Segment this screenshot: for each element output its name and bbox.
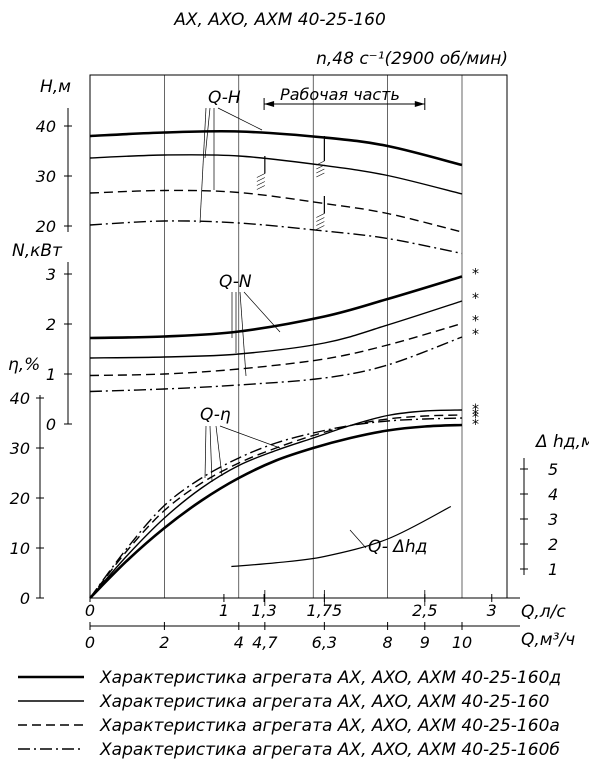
curve-label-head: Q-H bbox=[208, 88, 241, 108]
axis-title-q-ls: Q,л/с bbox=[521, 602, 566, 622]
x-tick-label-q-ls: 3 bbox=[487, 601, 497, 620]
legend-label: Характеристика агрегата AX, AXO, AXM 40-… bbox=[99, 692, 549, 712]
head-curve-3 bbox=[89, 220, 463, 255]
working-range-hatch bbox=[256, 177, 265, 182]
axis-title-npsh: Δ hд,м bbox=[534, 432, 589, 452]
working-range-hatch bbox=[316, 213, 325, 218]
power-curve-2 bbox=[89, 322, 463, 377]
axis-title-head: H,м bbox=[40, 77, 71, 97]
working-range-hatch bbox=[316, 221, 325, 226]
power-curve-mark: * bbox=[472, 267, 479, 283]
chart-title: AX, AXO, AXM 40-25-160 bbox=[173, 10, 386, 30]
curve-label-leader bbox=[217, 107, 263, 131]
y-tick-label-head: 30 bbox=[36, 167, 56, 186]
working-range-label: Рабочая часть bbox=[280, 85, 400, 104]
curve-label-power: Q-N bbox=[219, 272, 252, 292]
working-range: Рабочая часть bbox=[256, 85, 426, 230]
efficiency-curve-1 bbox=[89, 409, 463, 599]
power-curve-0 bbox=[89, 275, 463, 340]
x-tick-label-q-m3h: 4,7 bbox=[252, 633, 278, 652]
efficiency-curve-mark: * bbox=[472, 410, 479, 426]
x-tick-label-q-ls: 1 bbox=[219, 601, 229, 620]
efficiency-curve-mark: * bbox=[472, 407, 479, 423]
working-range-hatch bbox=[316, 160, 325, 166]
curve-label-leader bbox=[215, 425, 223, 477]
head-curve-1 bbox=[89, 154, 463, 195]
efficiency-curve-mark: * bbox=[472, 417, 479, 433]
power-curve-3 bbox=[89, 336, 463, 393]
legend-label: Характеристика агрегата AX, AXO, AXM 40-… bbox=[99, 716, 560, 736]
x-tick-label-q-m3h: 4 bbox=[234, 633, 244, 652]
chart-curves: ******** bbox=[89, 107, 479, 599]
working-range-hatch bbox=[256, 173, 265, 178]
y-tick-label-efficiency: 10 bbox=[10, 539, 30, 558]
working-range-hatch bbox=[316, 172, 325, 178]
y-tick-label-efficiency: 30 bbox=[10, 439, 30, 458]
power-curve-mark: * bbox=[472, 314, 479, 330]
curve-label-leader bbox=[349, 529, 367, 549]
x-tick-label-q-m3h: 8 bbox=[383, 633, 393, 652]
power-curve-mark: * bbox=[472, 291, 479, 307]
working-range-arrow-right bbox=[414, 101, 425, 107]
legend-label: Характеристика агрегата AX, AXO, AXM 40-… bbox=[99, 668, 561, 688]
curve-label-leader bbox=[209, 425, 213, 483]
working-range-hatch bbox=[316, 164, 325, 170]
curve-label-leader bbox=[243, 291, 281, 333]
working-range-hatch bbox=[316, 225, 325, 230]
axis-title-efficiency: η,% bbox=[8, 355, 40, 375]
axis-title-q-m3h: Q,м³/ч bbox=[521, 630, 575, 650]
working-range-hatch bbox=[316, 168, 325, 174]
x-tick-label-q-ls: 1,3 bbox=[251, 601, 276, 620]
efficiency-curve-3 bbox=[89, 417, 463, 599]
working-range-hatch bbox=[256, 185, 265, 190]
x-tick-label-q-m3h: 2 bbox=[159, 633, 169, 652]
head-curve-0 bbox=[89, 129, 463, 167]
y-tick-label-efficiency: 40 bbox=[10, 389, 30, 408]
curve-label-leader bbox=[219, 425, 281, 449]
y-tick-label-head: 40 bbox=[36, 117, 56, 136]
y-tick-label-efficiency: 0 bbox=[20, 589, 30, 608]
x-tick-label-q-m3h: 0 bbox=[85, 633, 95, 652]
y-tick-label-power: 2 bbox=[46, 315, 56, 334]
x-tick-label-q-ls: 0 bbox=[85, 601, 95, 620]
y-tick-label-npsh: 4 bbox=[548, 485, 558, 504]
y-tick-label-npsh: 2 bbox=[548, 535, 558, 554]
curve-label-leader bbox=[204, 425, 207, 479]
curve-label-leader bbox=[239, 291, 247, 377]
working-range-arrow-left bbox=[264, 101, 275, 107]
npsh-curve bbox=[231, 505, 452, 568]
efficiency-curve-mark: * bbox=[472, 402, 479, 418]
x-tick-label-q-m3h: 10 bbox=[452, 633, 472, 652]
efficiency-curve-0 bbox=[89, 423, 463, 599]
x-tick-label-q-m3h: 6,3 bbox=[312, 633, 337, 652]
y-tick-label-efficiency: 20 bbox=[10, 489, 30, 508]
y-tick-label-head: 20 bbox=[36, 217, 56, 236]
chart-legend: Характеристика агрегата AX, AXO, AXM 40-… bbox=[18, 668, 561, 760]
x-tick-label-q-ls: 1,75 bbox=[307, 601, 343, 620]
power-curve-mark: * bbox=[472, 327, 479, 343]
curve-label-leader bbox=[204, 107, 211, 159]
y-tick-label-npsh: 3 bbox=[548, 510, 558, 529]
y-tick-label-power: 1 bbox=[46, 365, 56, 384]
y-tick-label-power: 3 bbox=[46, 265, 56, 284]
curve-label-efficiency: Q-η bbox=[200, 405, 231, 425]
working-range-hatch bbox=[256, 181, 265, 186]
efficiency-curve-2 bbox=[89, 414, 463, 599]
power-curve-1 bbox=[89, 300, 463, 359]
chart-subtitle: n,48 c⁻¹(2900 об/мин) bbox=[316, 49, 508, 69]
y-tick-label-npsh: 5 bbox=[548, 460, 558, 479]
legend-label: Характеристика агрегата AX, AXO, AXM 40-… bbox=[99, 740, 560, 760]
curve-label-npsh: Q- Δhд bbox=[368, 537, 427, 557]
y-tick-label-npsh: 1 bbox=[548, 560, 558, 579]
y-tick-label-power: 0 bbox=[46, 415, 56, 434]
axis-title-power: N,кВт bbox=[12, 241, 63, 261]
x-tick-label-q-ls: 2,5 bbox=[412, 601, 437, 620]
x-tick-label-q-m3h: 9 bbox=[420, 633, 430, 652]
curve-label-leader bbox=[199, 107, 207, 224]
working-range-hatch bbox=[316, 217, 325, 222]
chart-axes: 0 1 1,3 1,75 2,5 30 2 4 4,7 6,3 8 9 1020304001230102… bbox=[10, 108, 558, 652]
